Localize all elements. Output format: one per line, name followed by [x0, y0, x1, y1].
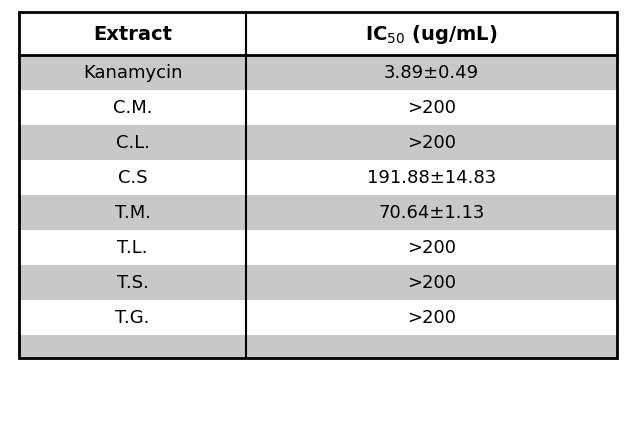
Bar — [19, 160, 617, 195]
Text: >200: >200 — [407, 239, 456, 256]
Text: Extract: Extract — [93, 25, 172, 43]
Bar — [19, 90, 617, 125]
Text: 3.89±0.49: 3.89±0.49 — [384, 64, 479, 82]
Text: Kanamycin: Kanamycin — [83, 64, 183, 82]
Bar — [19, 125, 617, 160]
Text: T.L.: T.L. — [118, 239, 148, 256]
Text: T.G.: T.G. — [116, 308, 150, 326]
Text: T.M.: T.M. — [114, 204, 151, 222]
Text: 70.64±1.13: 70.64±1.13 — [378, 204, 485, 222]
Text: T.S.: T.S. — [117, 273, 149, 291]
Bar — [19, 55, 617, 90]
Text: >200: >200 — [407, 308, 456, 326]
Text: C.M.: C.M. — [113, 99, 153, 117]
Text: 191.88±14.83: 191.88±14.83 — [367, 169, 496, 187]
Text: >200: >200 — [407, 273, 456, 291]
Text: C.S: C.S — [118, 169, 148, 187]
Bar — [19, 195, 617, 230]
Bar — [19, 300, 617, 335]
Text: C.L.: C.L. — [116, 134, 149, 152]
Text: >200: >200 — [407, 99, 456, 117]
Text: >200: >200 — [407, 134, 456, 152]
Bar — [19, 265, 617, 300]
Text: IC$_{50}$ (ug/mL): IC$_{50}$ (ug/mL) — [366, 23, 498, 46]
Bar — [19, 335, 617, 358]
Bar — [19, 230, 617, 265]
